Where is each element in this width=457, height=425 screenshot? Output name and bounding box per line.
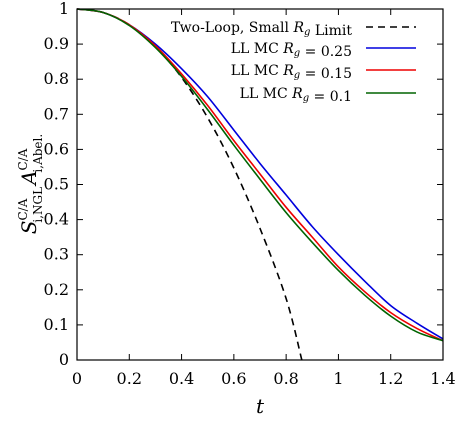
- y-tick-label: 0.4: [44, 210, 69, 229]
- plot-frame: [76, 8, 444, 361]
- y-tick-label: 0.9: [44, 34, 69, 53]
- x-tick-label: 0: [72, 369, 82, 388]
- legend-label-2: LL MC Rg = 0.15: [231, 63, 352, 82]
- legend-label-0: Two-Loop, Small Rg Limit: [171, 20, 353, 39]
- y-tick-label: 0.6: [44, 139, 69, 158]
- x-tick-label: 0.2: [117, 369, 142, 388]
- y-tick-label: 0.5: [44, 175, 69, 194]
- x-tick-label: 0.6: [221, 369, 246, 388]
- x-tick-label: 1: [333, 369, 343, 388]
- y-tick-label: 0.7: [44, 104, 69, 123]
- y-tick-label: 0.1: [44, 315, 69, 334]
- x-tick-label: 0.8: [273, 369, 298, 388]
- y-tick-label: 0.3: [44, 245, 69, 264]
- x-tick-label: 1.4: [430, 369, 455, 388]
- legend-label-3: LL MC Rg = 0.1: [240, 86, 352, 105]
- x-axis-label: t: [256, 394, 265, 418]
- y-tick-label: 0.8: [44, 69, 69, 88]
- x-tick-label: 0.4: [169, 369, 194, 388]
- svg-text:SC/Ai,NGLAC/Ai,Abel.: SC/Ai,NGLAC/Ai,Abel.: [16, 134, 45, 234]
- y-tick-label: 0: [59, 350, 69, 369]
- x-tick-label: 1.2: [378, 369, 403, 388]
- series-line-3: [76, 8, 444, 342]
- series-line-2: [76, 8, 444, 342]
- y-tick-label: 0.2: [44, 280, 69, 299]
- y-tick-label: 1: [59, 0, 69, 18]
- legend-label-1: LL MC Rg = 0.25: [231, 41, 352, 60]
- y-axis-label: SC/Ai,NGLAC/Ai,Abel.: [16, 134, 45, 234]
